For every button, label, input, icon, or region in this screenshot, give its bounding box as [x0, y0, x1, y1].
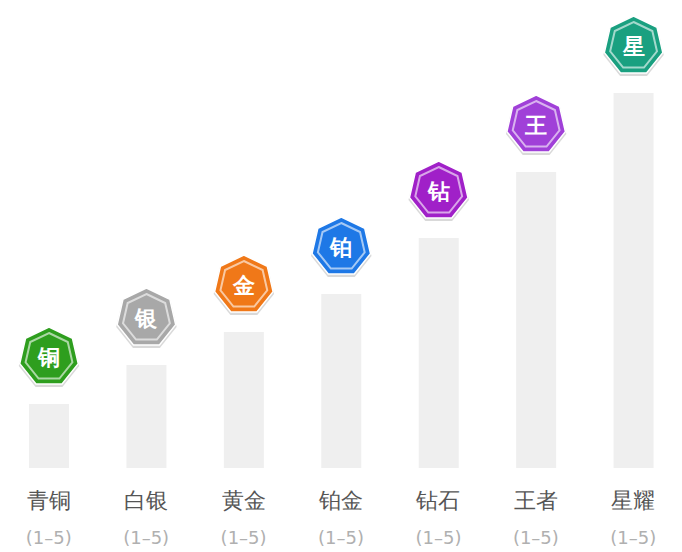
svg-text:铜: 铜	[37, 345, 60, 370]
svg-text:王者: 王者	[514, 488, 558, 513]
svg-text:铂: 铂	[329, 235, 352, 260]
svg-text:黄金: 黄金	[222, 488, 266, 513]
svg-text:(1–5): (1–5)	[415, 527, 461, 548]
svg-text:(1–5): (1–5)	[513, 527, 559, 548]
svg-text:王: 王	[524, 113, 547, 138]
svg-text:(1–5): (1–5)	[610, 527, 656, 548]
svg-text:金: 金	[232, 273, 255, 298]
svg-text:银: 银	[134, 306, 158, 331]
svg-text:星耀: 星耀	[611, 488, 655, 513]
svg-text:钻: 钻	[427, 179, 450, 204]
svg-text:(1–5): (1–5)	[221, 527, 267, 548]
svg-text:钻石: 钻石	[415, 488, 460, 513]
svg-text:星: 星	[622, 34, 645, 59]
svg-text:(1–5): (1–5)	[123, 527, 169, 548]
svg-text:(1–5): (1–5)	[318, 527, 364, 548]
svg-text:铂金: 铂金	[318, 488, 363, 513]
svg-text:青铜: 青铜	[27, 488, 71, 513]
svg-text:白银: 白银	[124, 488, 168, 513]
svg-text:(1–5): (1–5)	[26, 527, 72, 548]
